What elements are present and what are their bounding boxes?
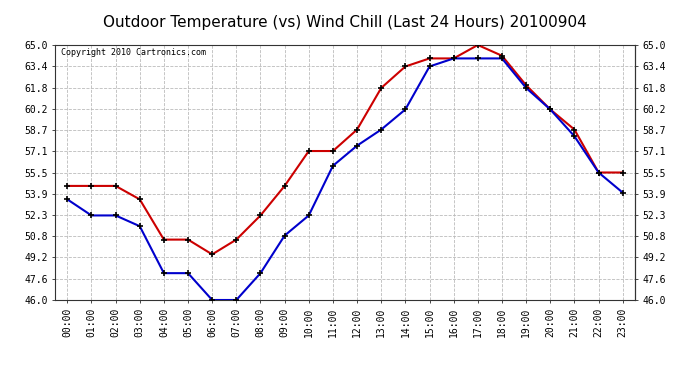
Text: Outdoor Temperature (vs) Wind Chill (Last 24 Hours) 20100904: Outdoor Temperature (vs) Wind Chill (Las… (103, 15, 587, 30)
Text: Copyright 2010 Cartronics.com: Copyright 2010 Cartronics.com (61, 48, 206, 57)
